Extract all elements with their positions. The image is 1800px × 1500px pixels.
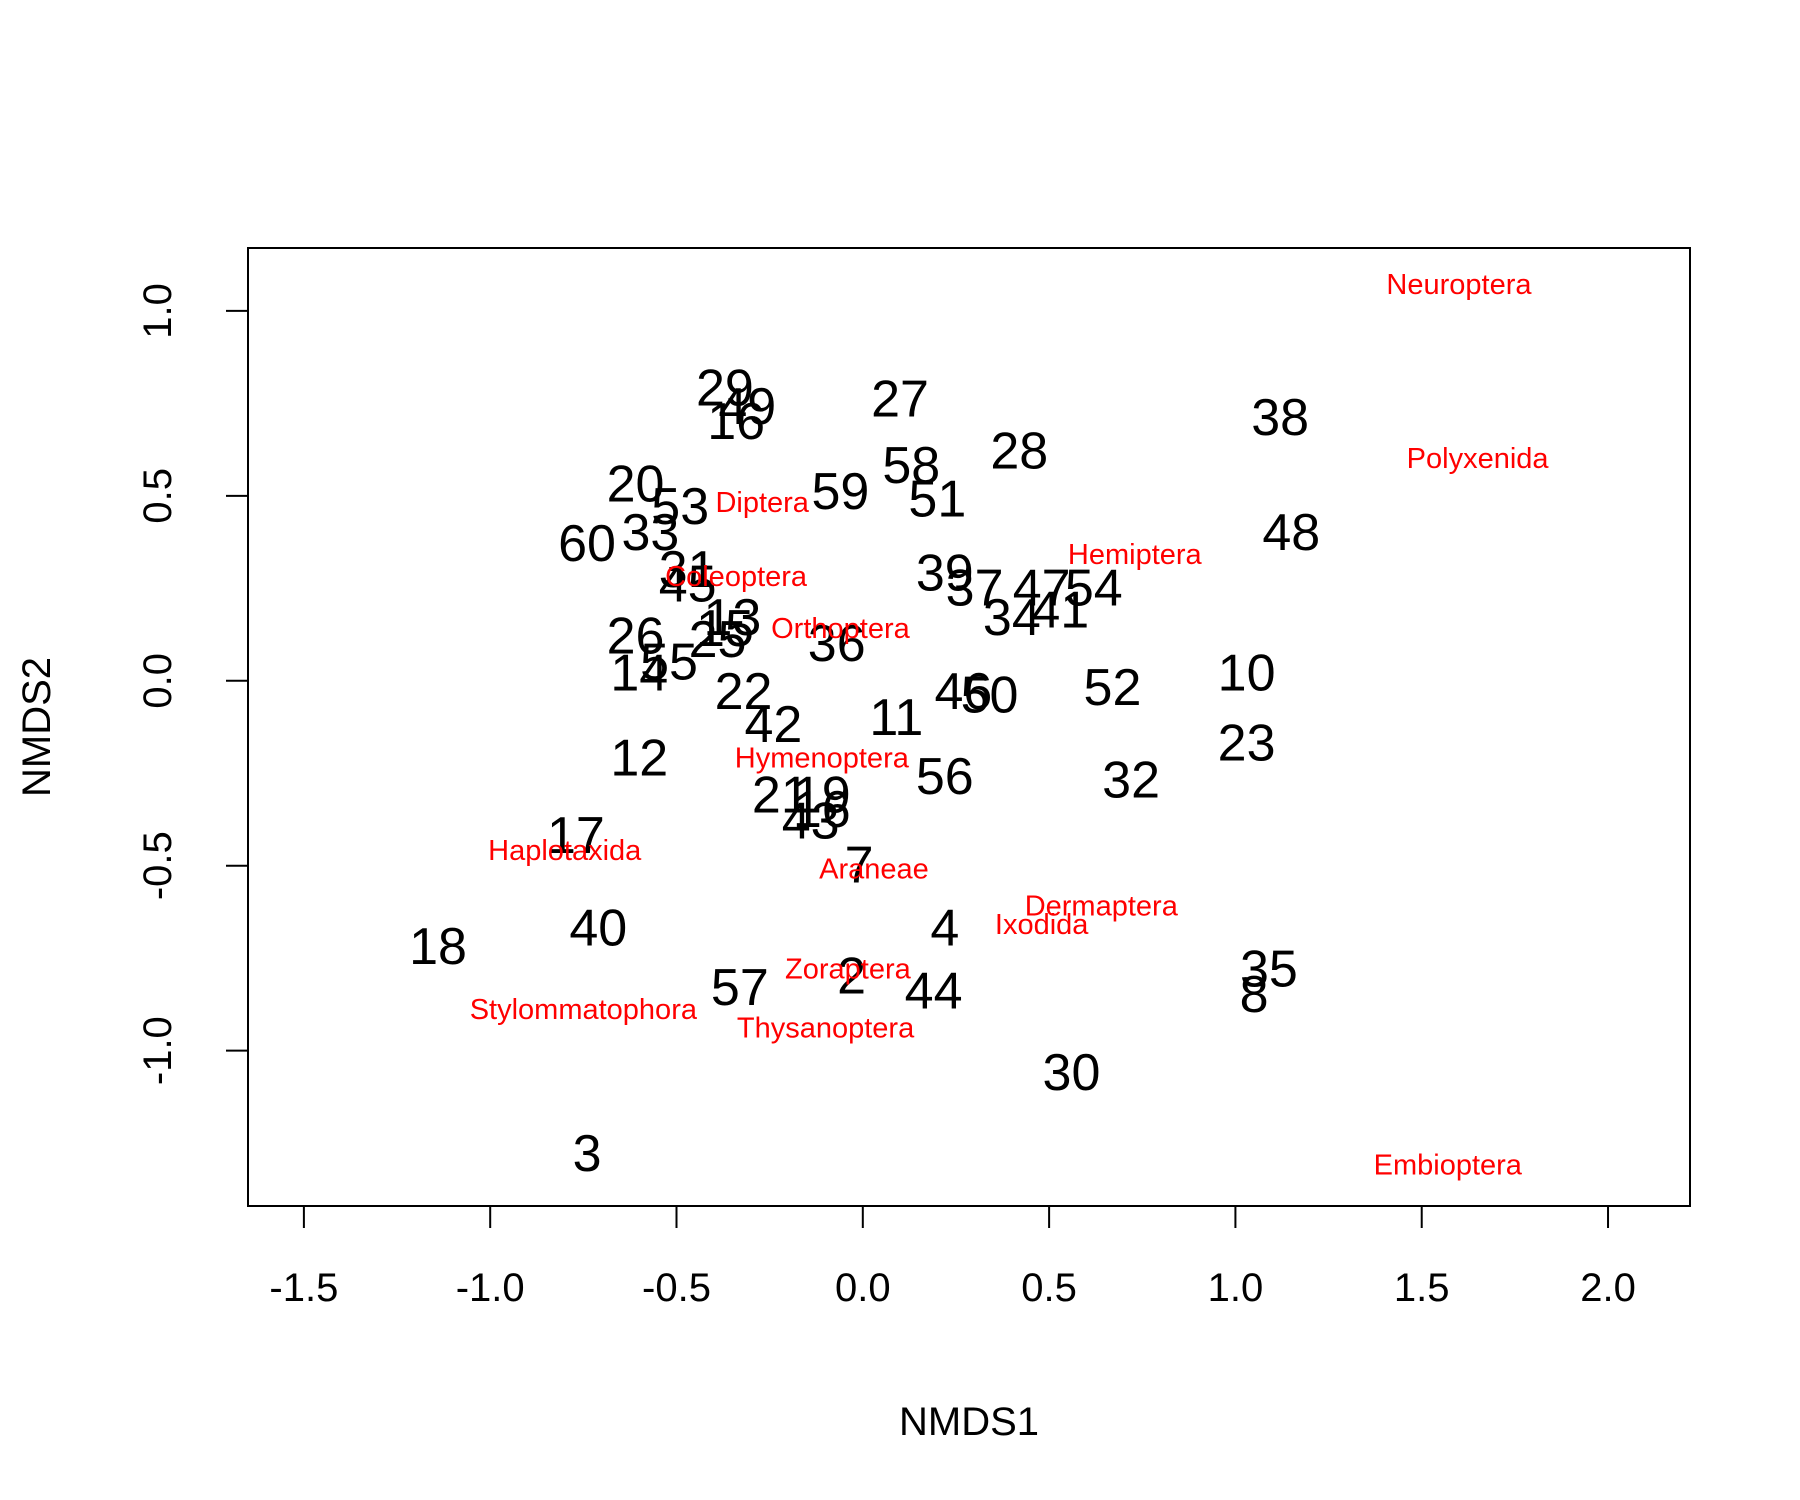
species-point-label: Hemiptera — [1068, 539, 1203, 571]
site-point-label: 30 — [1043, 1044, 1101, 1102]
site-point-label: 48 — [1262, 504, 1320, 562]
site-point-label: 12 — [610, 729, 668, 787]
site-point-label: 27 — [871, 371, 929, 429]
site-point-label: 47 — [1013, 559, 1071, 617]
site-point-label: 52 — [1084, 659, 1142, 717]
site-point-label: 44 — [905, 962, 963, 1020]
site-point-label: 31 — [659, 541, 717, 599]
site-point-label: 60 — [558, 515, 616, 573]
x-tick-label: -1.5 — [269, 1266, 338, 1310]
x-tick-label: 2.0 — [1580, 1266, 1636, 1310]
site-point-label: 19 — [793, 766, 851, 824]
species-point-label: Thysanoptera — [737, 1012, 915, 1044]
site-point-label: 34 — [983, 589, 1041, 647]
species-point-label: Neuroptera — [1386, 269, 1532, 301]
site-point-label: 37 — [946, 559, 1004, 617]
site-point-label: 29 — [696, 360, 754, 418]
site-point-label: 53 — [651, 478, 709, 536]
species-point-label: Hymenoptera — [735, 742, 910, 774]
site-point-label: 13 — [703, 589, 761, 647]
site-point-label: 4 — [930, 900, 959, 958]
site-point-label: 16 — [707, 393, 765, 451]
y-tick-label: 0.5 — [136, 468, 180, 524]
site-point-label: 59 — [812, 463, 870, 521]
site-point-label: 3 — [573, 1125, 602, 1183]
site-point-label: 54 — [1065, 559, 1123, 617]
site-point-label: 28 — [990, 422, 1048, 480]
site-point-label: 55 — [640, 633, 698, 691]
species-point-label: Zoraptera — [785, 953, 912, 985]
site-point-label: 58 — [882, 437, 940, 495]
x-tick-label: -0.5 — [642, 1266, 711, 1310]
site-point-label: 22 — [715, 663, 773, 721]
site-point-label: 25 — [689, 611, 747, 669]
y-axis: -1.0 -0.5 0.0 0.5 1.0 — [136, 283, 249, 1085]
site-point-label: 33 — [621, 504, 679, 562]
species-point-label: Dermaptera — [1025, 890, 1179, 922]
species-point-label: Diptera — [715, 487, 809, 519]
species-point-label: Embioptera — [1374, 1149, 1523, 1181]
site-point-label: 38 — [1251, 389, 1309, 447]
site-point-label: 17 — [547, 807, 605, 865]
x-tick-label: 0.5 — [1021, 1266, 1077, 1310]
species-point-label: Stylommatophora — [470, 994, 698, 1026]
site-point-label: 21 — [752, 766, 810, 824]
y-tick-label: 0.0 — [136, 653, 180, 709]
y-tick-label: -0.5 — [136, 831, 180, 900]
site-point-label: 57 — [711, 959, 769, 1017]
x-tick-label: 1.0 — [1208, 1266, 1264, 1310]
site-point-label: 32 — [1102, 752, 1160, 810]
x-tick-label: 1.5 — [1394, 1266, 1450, 1310]
site-point-label: 43 — [782, 792, 840, 850]
site-point-label: 20 — [607, 456, 665, 514]
plot-frame — [247, 247, 1691, 1207]
site-point-label: 14 — [610, 644, 668, 702]
species-point-label: Ixodida — [995, 909, 1089, 941]
site-point-label: 7 — [845, 837, 874, 895]
site-point-label: 36 — [808, 615, 866, 673]
site-point-label: 8 — [1240, 966, 1269, 1024]
x-axis-title: NMDS1 — [899, 1400, 1039, 1444]
y-tick-label: -1.0 — [136, 1016, 180, 1085]
site-point-label: 11 — [869, 689, 923, 747]
site-point-label: 39 — [916, 544, 974, 602]
site-point-label: 26 — [607, 607, 665, 665]
site-point-label: 42 — [744, 696, 802, 754]
y-tick-label: 1.0 — [136, 283, 180, 339]
species-point-label: Coleoptera — [665, 561, 808, 593]
x-tick-label: -1.0 — [456, 1266, 525, 1310]
x-tick-label: 0.0 — [835, 1266, 891, 1310]
site-point-label: 2 — [837, 948, 866, 1006]
site-point-label: 16 — [793, 781, 851, 839]
site-point-label: 56 — [916, 748, 974, 806]
species-point-label: Haplotaxida — [488, 835, 642, 867]
species-point-label: Polyxenida — [1407, 443, 1550, 475]
site-point-label: 50 — [961, 667, 1019, 725]
x-axis: -1.5 -1.0 -0.5 0.0 0.5 1.0 1.5 2.0 — [269, 1205, 1636, 1310]
site-point-label: 51 — [908, 471, 966, 529]
site-point-label: 46 — [934, 663, 992, 721]
site-point-label: 23 — [1218, 715, 1276, 773]
site-point-label: 10 — [1218, 644, 1276, 702]
site-point-label: 40 — [569, 900, 627, 958]
site-point-label: 45 — [659, 556, 717, 614]
site-point-label: 15 — [696, 600, 754, 658]
species-point-label: Araneae — [819, 853, 929, 885]
site-point-label: 18 — [409, 918, 467, 976]
site-point-label: 49 — [718, 378, 776, 436]
species-point-label: Orthoptera — [771, 613, 910, 645]
y-axis-title: NMDS2 — [15, 657, 59, 797]
site-point-label: 41 — [1031, 581, 1089, 639]
site-point-label: 35 — [1240, 940, 1298, 998]
